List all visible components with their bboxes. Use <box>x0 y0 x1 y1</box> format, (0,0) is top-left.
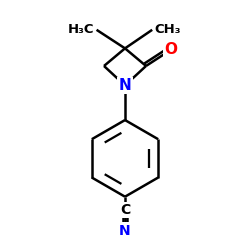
Text: O: O <box>164 42 177 58</box>
Text: N: N <box>119 78 132 93</box>
Text: N: N <box>119 224 131 237</box>
Text: CH₃: CH₃ <box>155 23 181 36</box>
Text: C: C <box>120 203 130 217</box>
Text: H₃C: H₃C <box>68 23 94 36</box>
